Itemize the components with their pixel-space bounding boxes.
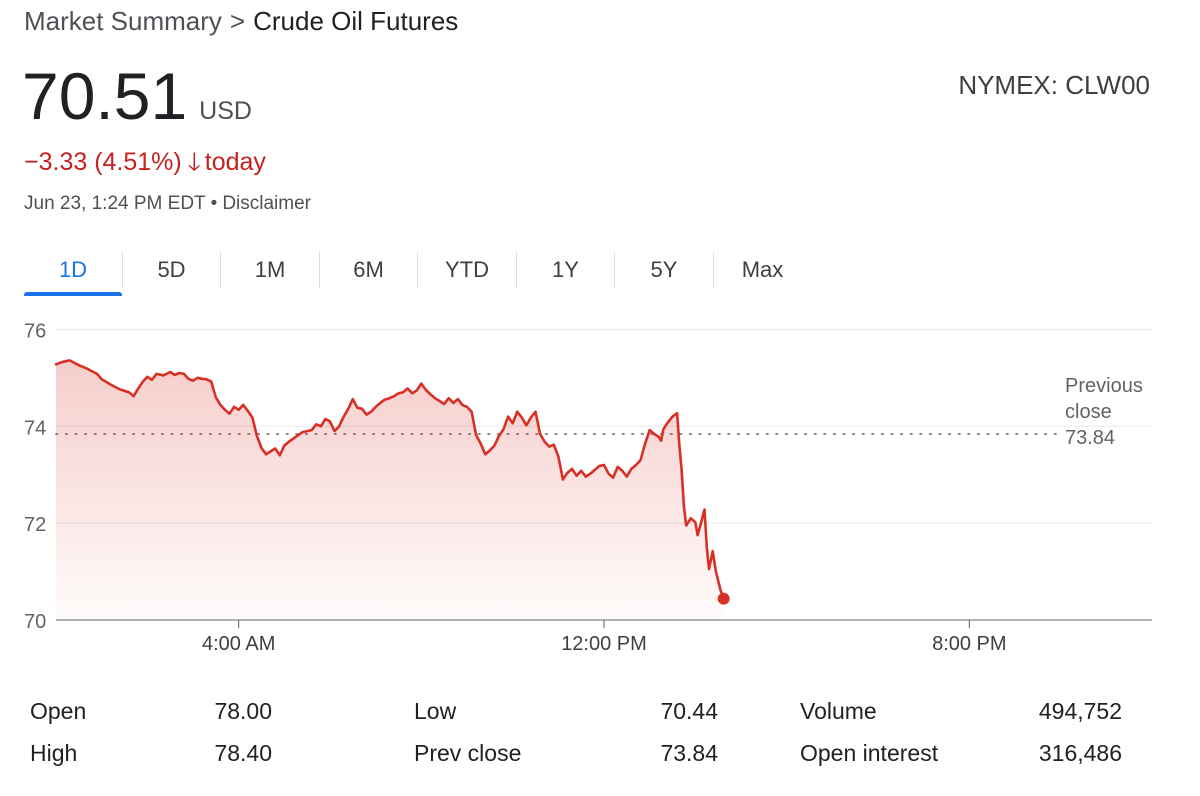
x-tick-label: 12:00 PM [561,633,647,655]
stat-value-prev-close: 73.84 [660,740,718,766]
x-tick-label: 4:00 AM [202,633,275,655]
tab-divider [121,252,123,288]
stat-value-low: 70.44 [660,698,718,724]
tab-5y[interactable]: 5Y [650,257,678,282]
stat-label-volume: Volume [800,698,877,724]
change-period: today [204,148,266,176]
y-tick-label: 72 [24,514,46,536]
stat-value-volume: 494,752 [1038,698,1122,724]
tab-5d[interactable]: 5D [157,257,186,282]
bullet-separator: • [210,193,218,214]
price-chart: 76 74 72 70 4:00 AM 12:00 PM 8:00 PM Previous cl… [24,320,1152,655]
stat-label-prev-close: Prev close [414,740,522,766]
tab-1y[interactable]: 1Y [552,257,579,282]
stats-table: Open 78.00 High 78.40 Low 70.44 Prev close 73.8… [0,690,1200,780]
tab-divider [515,252,517,288]
current-price: 70.51 [22,59,188,133]
disclaimer-link[interactable]: Disclaimer [222,193,311,214]
price-line [54,359,725,600]
y-tick-label: 76 [24,320,46,342]
tab-6m[interactable]: 6M [353,257,384,282]
stat-label-open-interest: Open interest [800,740,939,766]
tab-divider [712,252,714,288]
stat-value-open: 78.00 [214,698,272,724]
y-tick-label: 70 [24,611,46,633]
currency-label: USD [199,97,252,125]
price-row: 70.51 USD [22,58,252,134]
stat-value-high: 78.40 [214,740,272,766]
arrow-down-icon: 🡓 [187,148,201,176]
price-change: −3.33 (4.51%) 🡓 today [24,143,266,186]
tab-1m[interactable]: 1M [254,257,286,282]
tab-1d[interactable]: 1D [24,248,122,296]
breadcrumb-separator: > [229,6,246,36]
y-tick-label: 74 [24,417,46,439]
tab-divider [220,252,221,288]
tab-divider [417,252,418,288]
stat-value-open-interest: 316,486 [1038,740,1122,766]
previous-close-label: 73.84 [1065,427,1115,449]
current-price-dot [717,592,730,605]
price-area-fill [56,360,724,620]
exchange-symbol: NYMEX: CLW00 [958,70,1150,100]
previous-close-label: close [1065,401,1112,423]
timestamp-row: Jun 23, 1:24 PM EDT • Disclaimer [24,193,311,215]
previous-close-label: Previous [1065,375,1143,397]
breadcrumb-current: Crude Oil Futures [253,6,459,36]
tab-ytd[interactable]: YTD [445,257,489,282]
stat-label-high: High [30,740,78,766]
tab-divider [614,252,615,288]
change-value: −3.33 (4.51%) [24,148,182,176]
breadcrumb-parent-link[interactable]: Market Summary [24,6,222,36]
time-range-tabs: 1D 5D 1M 6M YTD 1Y 5Y Max [24,248,824,296]
timestamp: Jun 23, 1:24 PM EDT [24,193,206,214]
tab-divider [318,252,320,288]
tab-max[interactable]: Max [741,257,784,282]
x-tick-label: 8:00 PM [932,633,1006,655]
breadcrumb: Market Summary > Crude Oil Futures [24,6,458,37]
stat-label-low: Low [414,698,457,724]
stat-label-open: Open [30,698,87,724]
